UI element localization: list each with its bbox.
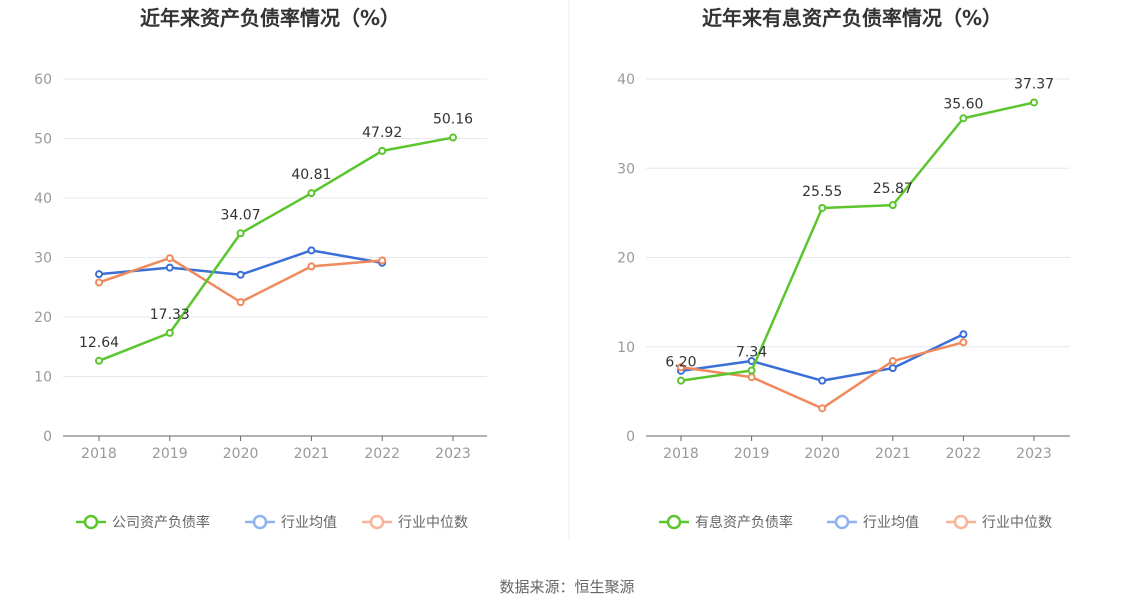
y-tick-label: 0: [626, 429, 635, 445]
data-point-median[interactable]: [236, 298, 245, 307]
data-point-median[interactable]: [307, 262, 316, 271]
data-point-company[interactable]: [378, 146, 387, 155]
legend-label: 有息资产负债率: [695, 514, 793, 531]
data-label: 40.81: [291, 167, 331, 183]
data-point-avg[interactable]: [236, 270, 245, 279]
y-tick-label: 20: [617, 251, 635, 267]
legend-item-company[interactable]: 有息资产负债率: [659, 514, 793, 531]
x-tick-label: 2023: [1016, 446, 1052, 462]
y-tick-label: 40: [34, 191, 52, 207]
x-tick-label: 2022: [364, 446, 400, 462]
legend-item-median[interactable]: 行业中位数: [946, 514, 1052, 531]
data-label: 47.92: [362, 125, 402, 141]
x-tick-label: 2023: [435, 446, 471, 462]
chart-debt-ratio: 近年来资产负债率情况（%） 0 10 20 30 40 50 60 2018 2019 2020 20…: [34, 6, 487, 531]
legend-marker: [83, 514, 99, 530]
legend-label: 公司资产负债率: [112, 514, 210, 531]
legend-item-median[interactable]: 行业中位数: [362, 514, 468, 531]
data-point-company[interactable]: [165, 328, 174, 337]
data-point-company[interactable]: [818, 203, 827, 212]
data-point-company[interactable]: [1030, 98, 1038, 107]
data-point-median[interactable]: [818, 404, 827, 413]
data-point-avg[interactable]: [307, 246, 316, 255]
data-point-company[interactable]: [307, 189, 316, 198]
data-point-median[interactable]: [677, 363, 685, 372]
x-tick-label: 2021: [875, 446, 911, 462]
data-point-median[interactable]: [959, 338, 968, 347]
data-label: 7.34: [736, 344, 767, 360]
data-label: 17.33: [150, 307, 190, 323]
y-tick-label: 60: [34, 72, 52, 88]
data-point-company[interactable]: [95, 356, 103, 365]
data-point-avg[interactable]: [888, 364, 897, 373]
data-point-avg[interactable]: [959, 330, 968, 339]
data-point-median[interactable]: [165, 254, 174, 263]
x-tick-label: 2019: [152, 446, 188, 462]
data-point-company[interactable]: [747, 366, 756, 375]
legend-marker: [834, 514, 850, 530]
data-point-median[interactable]: [888, 357, 897, 366]
legend-item-avg[interactable]: 行业均值: [245, 514, 337, 531]
y-tick-label: 10: [617, 340, 635, 356]
legend-marker: [369, 514, 385, 530]
data-point-median[interactable]: [747, 373, 756, 382]
source-label: 数据来源：恒生聚源: [499, 578, 634, 596]
data-label: 35.60: [943, 96, 983, 112]
data-point-company[interactable]: [959, 114, 968, 123]
x-tick-label: 2019: [734, 446, 770, 462]
chart-title: 近年来资产负债率情况（%）: [140, 6, 400, 30]
data-point-median[interactable]: [95, 278, 103, 287]
chart-interest-debt-ratio: 近年来有息资产负债率情况（%） 0 10 20 30 40 2018 2019 2020 2021…: [617, 6, 1070, 531]
data-point-avg[interactable]: [165, 263, 174, 272]
y-tick-label: 30: [617, 161, 635, 177]
x-tick-label: 2018: [81, 446, 117, 462]
legend-label: 行业均值: [281, 515, 337, 531]
x-tick-label: 2020: [804, 446, 840, 462]
data-point-company[interactable]: [236, 229, 245, 238]
data-point-median[interactable]: [378, 256, 387, 265]
legend-item-company[interactable]: 公司资产负债率: [76, 514, 210, 531]
data-label: 25.55: [802, 184, 842, 200]
legend-label: 行业中位数: [398, 515, 468, 531]
y-tick-label: 50: [34, 132, 52, 148]
y-tick-label: 20: [34, 310, 52, 326]
x-tick-label: 2021: [294, 446, 330, 462]
legend-item-avg[interactable]: 行业均值: [827, 514, 919, 531]
data-label: 6.20: [665, 355, 696, 371]
data-label: 50.16: [433, 112, 473, 128]
legend-marker: [666, 514, 682, 530]
legend-marker: [953, 514, 969, 530]
x-tick-label: 2020: [223, 446, 259, 462]
series-line-company: [98, 136, 454, 362]
data-point-avg[interactable]: [818, 376, 827, 385]
data-point-company[interactable]: [449, 133, 457, 142]
y-tick-label: 30: [34, 251, 52, 267]
data-label: 12.64: [79, 335, 119, 351]
legend-label: 行业均值: [863, 515, 919, 531]
legend-marker: [252, 514, 268, 530]
series-line-company: [680, 101, 1035, 382]
chart-title: 近年来有息资产负债率情况（%）: [702, 6, 1002, 30]
data-point-company[interactable]: [677, 376, 685, 385]
legend-label: 行业中位数: [982, 515, 1052, 531]
data-label: 34.07: [221, 207, 261, 223]
data-label: 25.87: [873, 181, 913, 197]
data-point-avg[interactable]: [95, 270, 103, 279]
data-point-company[interactable]: [888, 201, 897, 210]
x-tick-label: 2018: [663, 446, 699, 462]
x-tick-label: 2022: [946, 446, 982, 462]
y-tick-label: 40: [617, 72, 635, 88]
y-tick-label: 0: [43, 429, 52, 445]
y-tick-label: 10: [34, 370, 52, 386]
series-line-median: [98, 256, 383, 304]
data-label: 37.37: [1014, 76, 1054, 92]
